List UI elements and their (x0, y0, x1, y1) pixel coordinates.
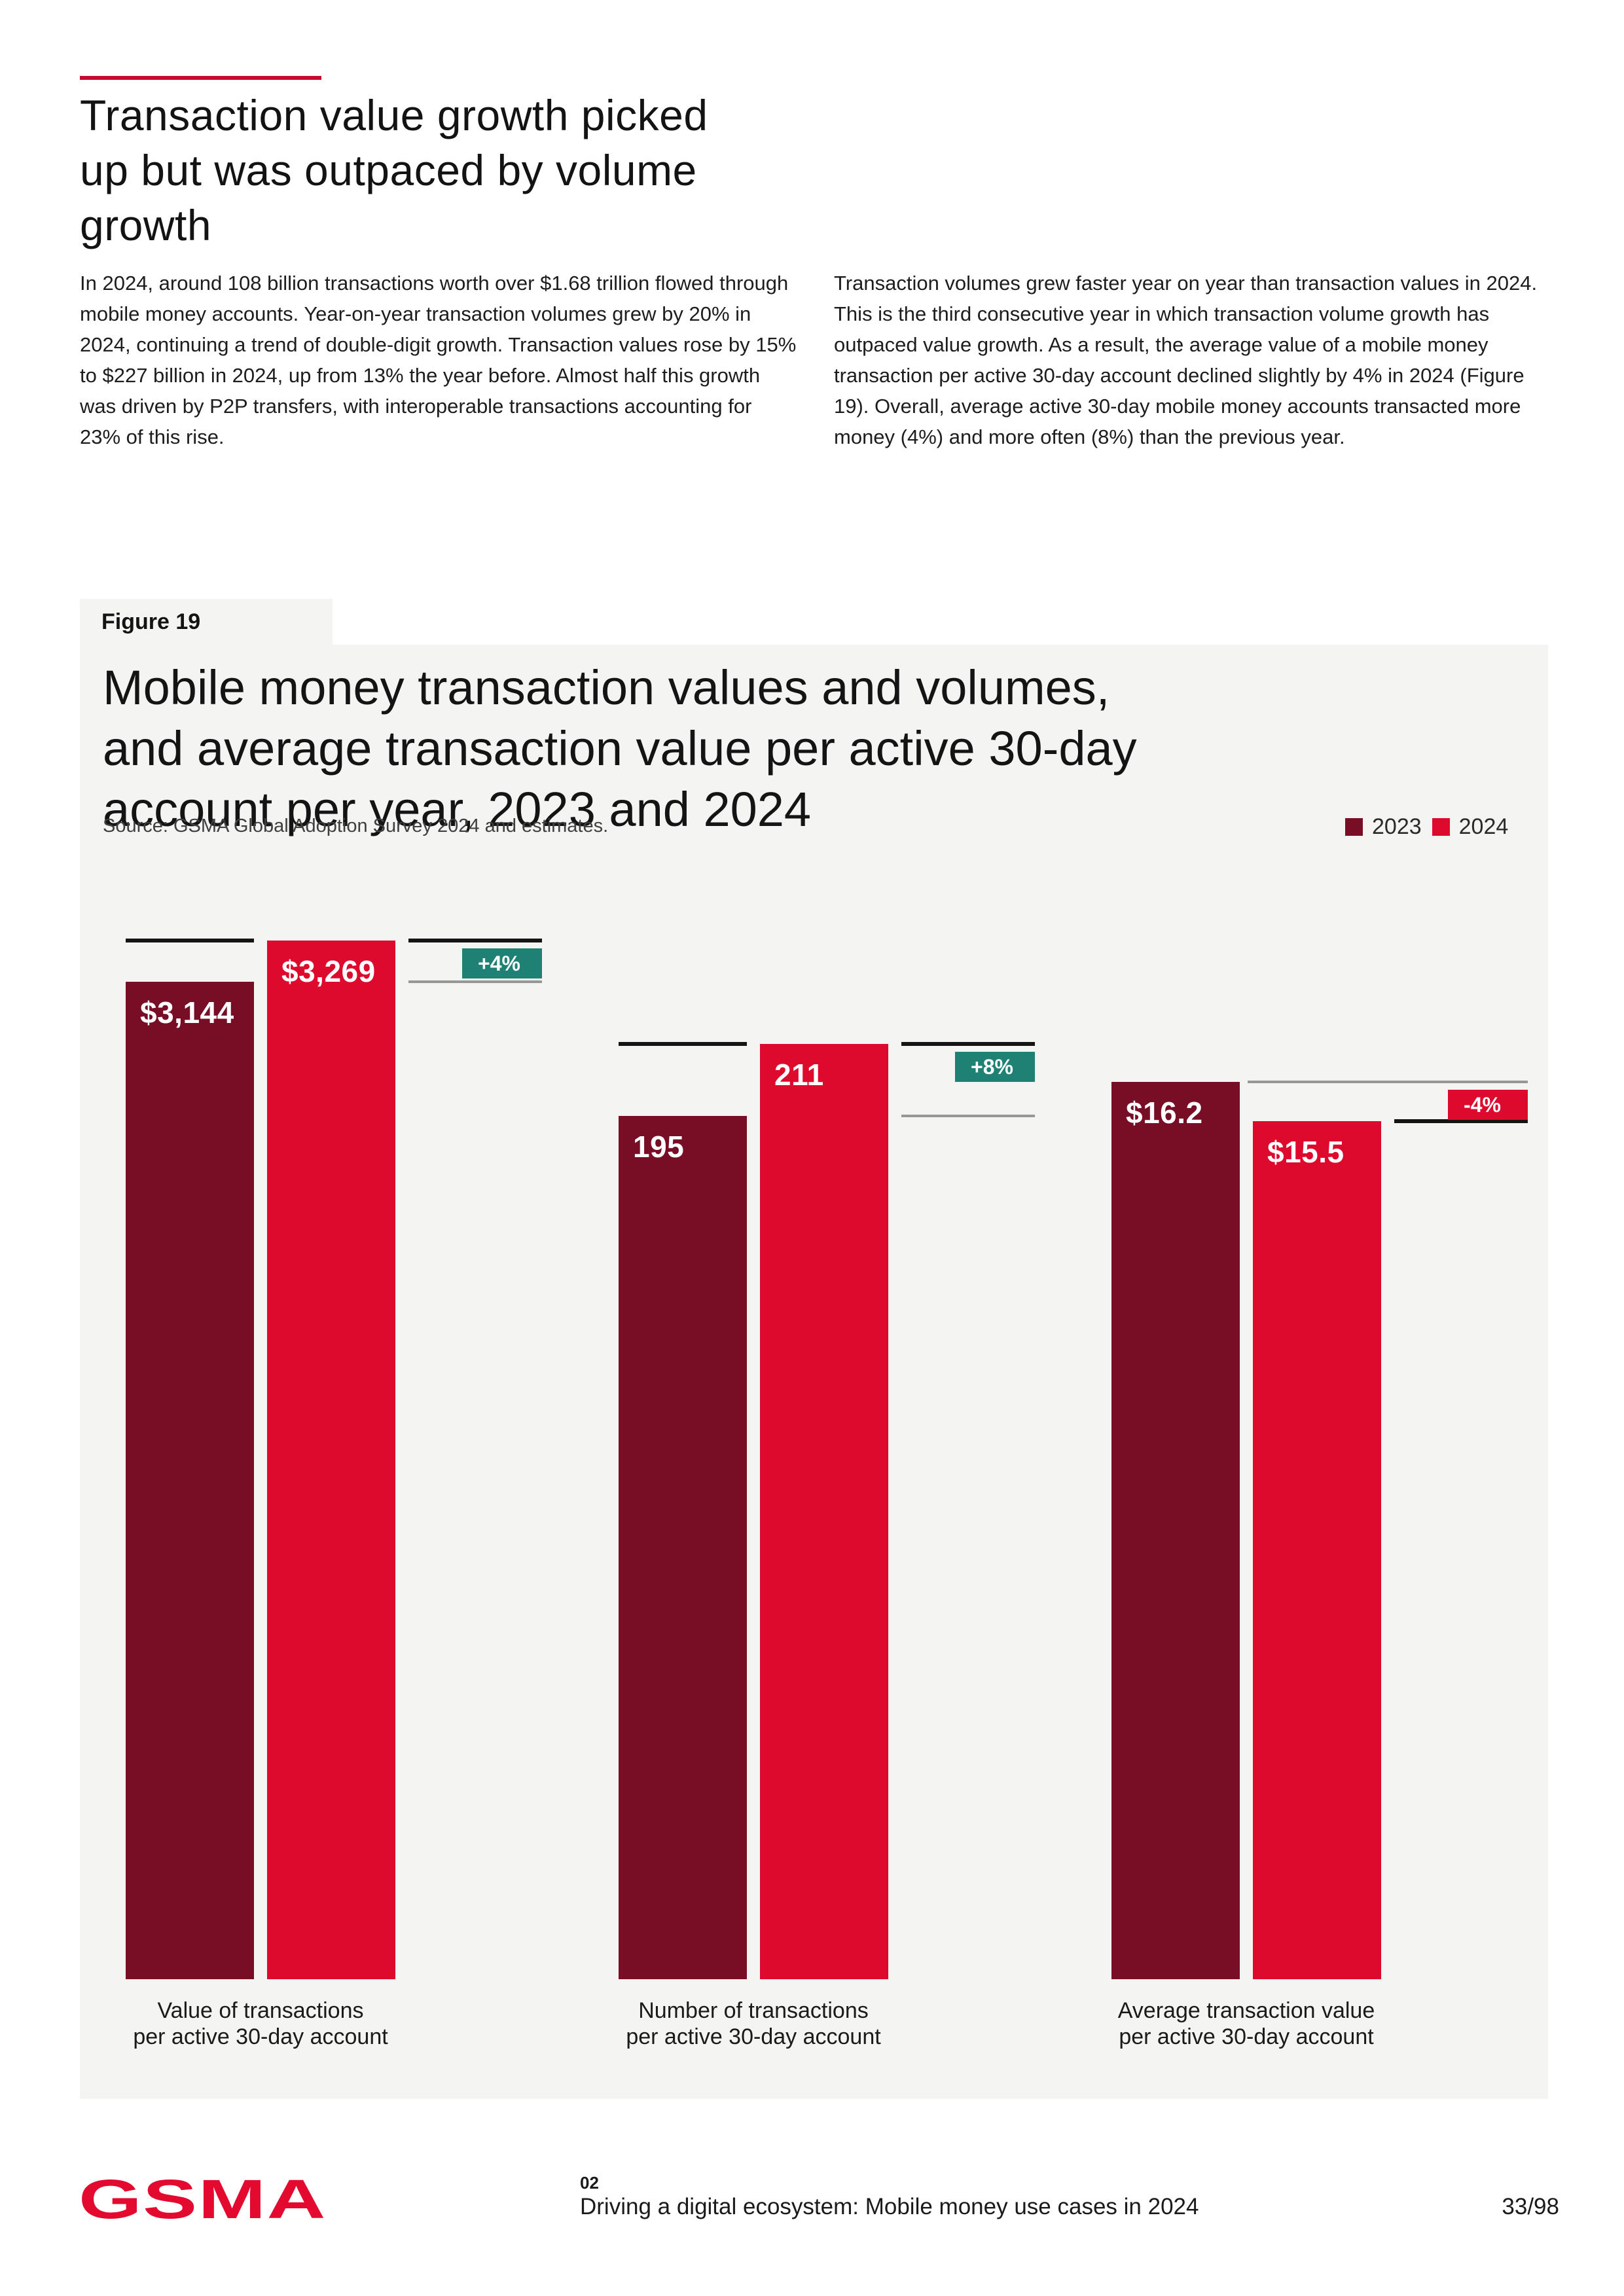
bar-2024-group-2: 211 (760, 1044, 888, 1979)
bar-value-label: $3,269 (281, 954, 376, 988)
chart-legend: 2023 2024 (1345, 814, 1508, 840)
figure-tag: Figure 19 (101, 609, 201, 634)
ref-line-2023-right (901, 1115, 1035, 1117)
change-badge-group-3: -4% (1448, 1090, 1528, 1120)
bar-2024-group-1: $3,269 (267, 941, 395, 1979)
change-badge-group-2: +8% (955, 1052, 1035, 1082)
ref-line-2024-right (1394, 1119, 1528, 1123)
legend-item-2023: 2023 (1345, 814, 1422, 840)
gsma-logo: GSMA (79, 2168, 327, 2230)
bar-2023-group-3: $16.2 (1111, 1082, 1240, 1979)
bar-value-label: $15.5 (1267, 1135, 1344, 1169)
group-label-2: Number of transactions per active 30-day… (626, 1998, 881, 2049)
figure-tag-box: Figure 19 (80, 599, 333, 645)
bar-2023-group-1: $3,144 (126, 982, 254, 1979)
change-badge-label: +4% (478, 951, 520, 975)
footer-page-number: 33/98 (1502, 2194, 1559, 2219)
title-accent-rule (80, 76, 321, 80)
ref-line-2024-right (901, 1042, 1035, 1046)
footer-document-title: Driving a digital ecosystem: Mobile mone… (580, 2194, 1199, 2219)
intro-paragraph-left: In 2024, around 108 billion transactions… (80, 272, 797, 448)
legend-label-2024: 2024 (1458, 814, 1509, 839)
figure-title: Mobile money transaction values and volu… (103, 660, 1137, 836)
bar-value-label: 195 (633, 1130, 685, 1164)
ref-line-2023-long (1248, 1081, 1528, 1083)
legend-swatch-2024 (1432, 818, 1450, 836)
intro-paragraph-right: Transaction volumes grew faster year on … (834, 272, 1538, 448)
ref-line-2024-right (408, 939, 542, 942)
ref-line-2024-left (619, 1042, 747, 1046)
footer-chapter-number: 02 (580, 2173, 599, 2193)
change-badge-label: +8% (971, 1054, 1013, 1079)
page-title: Transaction value growth picked up but w… (80, 91, 708, 249)
legend-item-2024: 2024 (1432, 814, 1509, 840)
bar-2024-group-3: $15.5 (1253, 1121, 1381, 1979)
ref-line-2023-right (408, 980, 542, 983)
figure-source: Source: GSMA Global Adoption Survey 2024… (103, 816, 609, 836)
bar-2023-group-2: 195 (619, 1116, 747, 1979)
ref-line-2024-left (126, 939, 254, 942)
group-label-1: Value of transactions per active 30-day … (133, 1998, 388, 2049)
legend-swatch-2023 (1345, 818, 1363, 836)
bar-value-label: 211 (774, 1058, 824, 1092)
change-badge-group-1: +4% (462, 948, 542, 978)
change-badge-label: -4% (1464, 1092, 1501, 1117)
legend-label-2023: 2023 (1372, 814, 1422, 839)
bar-value-label: $16.2 (1126, 1096, 1203, 1130)
group-label-3: Average transaction value per active 30-… (1117, 1998, 1375, 2049)
bar-value-label: $3,144 (140, 996, 234, 1030)
